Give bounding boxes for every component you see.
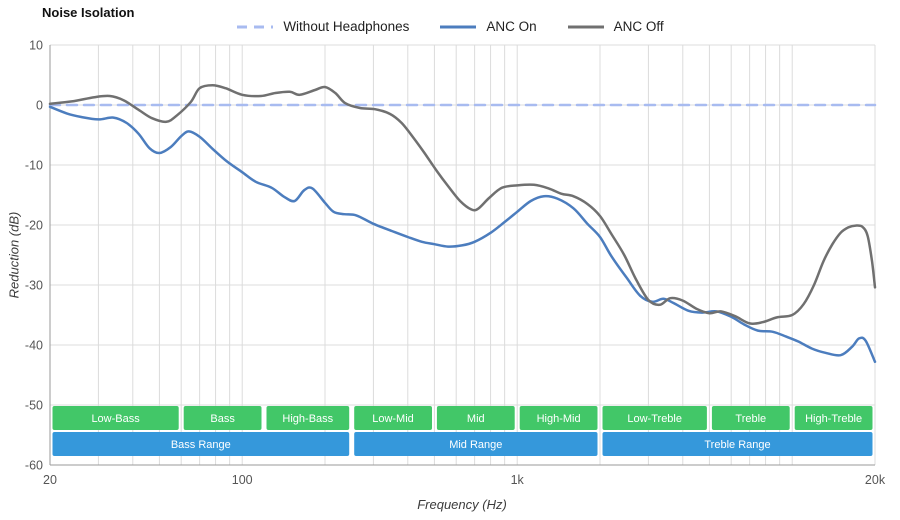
- y-tick-label: -50: [25, 399, 43, 413]
- band-low-mid: [354, 406, 432, 430]
- band-low-treble: [602, 406, 707, 430]
- range-treble-range: [602, 432, 873, 456]
- x-axis-title: Frequency (Hz): [417, 497, 507, 512]
- legend-label-anc-on: ANC On: [486, 19, 537, 34]
- x-tick-label: 100: [232, 473, 253, 487]
- band-label-high-bass: High-Bass: [282, 413, 333, 425]
- frequency-bands: Low-Bass Bass High-Bass Low-Mid Mid High-Mid L…: [52, 406, 873, 456]
- band-low-bass: [52, 406, 179, 430]
- band-label-low-bass: Low-Bass: [91, 413, 140, 425]
- band-treble: [711, 406, 790, 430]
- band-high-treble: [794, 406, 873, 430]
- x-tick-label: 20k: [865, 473, 886, 487]
- y-tick-label: -40: [25, 339, 43, 353]
- y-tick-label: -10: [25, 159, 43, 173]
- legend-item-without-headphones[interactable]: Without Headphones: [236, 19, 409, 34]
- series-lines: [48, 83, 877, 364]
- legend-item-anc-on[interactable]: ANC On: [439, 19, 537, 34]
- series-anc-on-line: [48, 105, 877, 364]
- legend-swatch-without-headphones: [237, 25, 274, 28]
- legend-label-without-headphones: Without Headphones: [283, 19, 410, 34]
- range-label-mid-range: Mid Range: [449, 439, 502, 451]
- chart-legend: Without Headphones ANC On ANC Off: [0, 19, 900, 34]
- x-tick-label: 20: [43, 473, 57, 487]
- band-label-high-mid: High-Mid: [537, 413, 581, 425]
- range-label-treble-range: Treble Range: [704, 439, 770, 451]
- band-label-low-mid: Low-Mid: [372, 413, 414, 425]
- band-label-bass: Bass: [210, 413, 235, 425]
- band-high-mid: [519, 406, 598, 430]
- band-label-high-treble: High-Treble: [805, 413, 862, 425]
- y-tick-label: 0: [36, 99, 43, 113]
- range-mid-range: [354, 432, 598, 456]
- y-tick-label: -20: [25, 219, 43, 233]
- legend-swatch-anc-off: [567, 25, 604, 28]
- range-bass-range: [52, 432, 350, 456]
- legend-item-anc-off[interactable]: ANC Off: [567, 19, 664, 34]
- legend-label-anc-off: ANC Off: [613, 19, 664, 34]
- band-mid: [436, 406, 515, 430]
- band-label-treble: Treble: [735, 413, 766, 425]
- band-label-low-treble: Low-Treble: [627, 413, 682, 425]
- x-tick-label: 1k: [511, 473, 525, 487]
- y-tick-label: -60: [25, 459, 43, 473]
- range-label-bass-range: Bass Range: [171, 439, 231, 451]
- band-bass: [183, 406, 262, 430]
- legend-swatch-anc-on: [440, 25, 477, 28]
- y-tick-label: 10: [29, 39, 43, 53]
- band-label-mid: Mid: [467, 413, 485, 425]
- axes: [49, 45, 875, 466]
- page-title: Noise Isolation: [42, 5, 135, 20]
- y-axis-title: Reduction (dB): [6, 211, 22, 299]
- band-high-bass: [266, 406, 350, 430]
- series-anc-off-line: [48, 83, 877, 326]
- y-tick-label: -30: [25, 279, 43, 293]
- gridlines: [49, 44, 876, 466]
